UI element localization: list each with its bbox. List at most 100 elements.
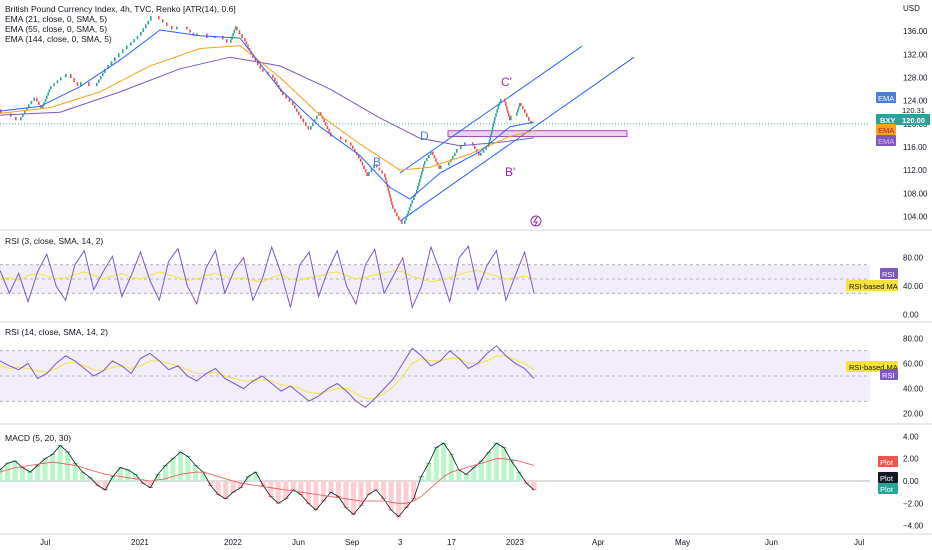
renko-brick [133,39,135,43]
time-axis-tick: Jul [854,538,864,547]
renko-brick [50,86,52,90]
renko-brick [98,79,100,83]
macd-histogram-bar [170,458,176,481]
macd-histogram-bar [5,463,11,481]
renko-brick [435,158,437,162]
rsi3-ma-tag: RSI-based MA [849,282,898,291]
price-axis-tick: 124.00 [903,97,928,106]
renko-brick [482,149,485,153]
renko-brick [65,74,67,78]
macd-histogram-bar [396,481,402,517]
renko-brick [292,101,294,106]
macd-histogram-bar [95,481,101,486]
renko-brick [259,65,262,69]
renko-brick [46,95,48,99]
macd-histogram-bar [343,481,349,508]
legend-ema55[interactable]: EMA (55, close, 0, SMA, 5) [5,24,108,34]
renko-brick [436,162,439,166]
macd-histogram-bar [132,474,138,481]
legend-rsi14[interactable]: RSI (14, close, SMA, 14, 2) [5,327,108,337]
renko-brick [438,165,440,169]
renko-brick [505,102,507,107]
macd-histogram-bar [366,481,372,495]
macd-histogram-bar [523,481,529,484]
renko-brick [419,178,421,183]
renko-brick [421,171,423,176]
legend-main: British Pound Currency Index, 4h, TVC, R… [5,4,236,44]
rsi14-axis-tick: 40.00 [903,385,924,394]
macd-histogram-bar [426,463,432,481]
renko-brick [118,53,120,58]
renko-brick [405,217,407,221]
renko-brick [312,122,314,127]
renko-brick [232,33,234,37]
rsi3-axis-tag: RSI [882,270,895,279]
renko-brick [247,44,249,48]
macd-histogram-bar [178,452,184,481]
renko-brick [384,177,387,181]
renko-brick [478,152,480,156]
macd-histogram-bar [418,476,424,481]
macd-histogram-bar [230,481,236,493]
renko-brick [44,98,47,103]
renko-brick [272,74,274,79]
macd-histogram-bar [162,465,168,481]
macd-histogram-bar [87,477,93,481]
legend-rsi3[interactable]: RSI (3, close, SMA, 14, 2) [5,236,104,246]
legend-ema21[interactable]: EMA (21, close, 0, SMA, 5) [5,14,108,24]
macd-histogram-bar [253,472,259,481]
renko-brick [508,113,510,117]
renko-brick [102,72,104,77]
macd-histogram-bar [508,460,514,481]
annotation-d: D [420,129,429,143]
renko-brick [245,41,248,45]
macd-histogram-bar [80,472,86,481]
macd-histogram-bar [501,447,507,481]
renko-brick [114,57,116,62]
renko-brick [42,105,44,109]
renko-bricks [0,16,532,224]
renko-brick [528,117,530,121]
rsi3-axis-tick: 80.00 [903,254,924,263]
renko-brick [520,102,522,107]
macd-histogram-bar [471,467,477,481]
rsi3-ma-tag-bg [846,280,898,291]
rsi14-ma-line [0,355,535,400]
renko-brick [230,39,232,43]
macd-histogram-bar [358,481,364,506]
renko-brick [100,76,102,80]
renko-brick [320,112,322,116]
legend-macd[interactable]: MACD (5, 20, 30) [5,433,72,443]
renko-brick [248,47,251,52]
renko-brick [189,29,191,33]
renko-brick [517,109,519,113]
renko-brick [396,212,398,217]
legend-ema144[interactable]: EMA (144, close, 0, SMA, 5) [5,34,112,44]
renko-brick [516,112,518,116]
renko-brick [340,136,342,140]
renko-brick [406,213,408,218]
ema144-axis-tag: EMA [878,137,894,146]
ema21-axis-tag: EMA [878,94,894,103]
macd-histogram-bar [313,481,319,510]
renko-brick [387,187,390,191]
renko-brick [53,83,55,87]
renko-brick [452,155,454,160]
ema144-axis-tag-bg [876,135,896,146]
bxy-last-price: 120.00 [902,116,925,125]
renko-brick [96,82,98,87]
renko-brick [76,82,79,87]
renko-brick [145,24,147,29]
macd-histogram-bar [185,456,191,481]
annotation-c-prime: C' [501,75,512,89]
renko-brick [47,92,49,96]
legend-title[interactable]: British Pound Currency Index, 4h, TVC, R… [5,4,236,14]
time-axis-tick: Jun [765,538,778,547]
renko-brick [491,126,494,131]
time-axis-tick: 2023 [506,538,524,547]
ema55-axis-tag: EMA [878,126,894,135]
macd-histogram-bar [531,481,537,490]
macd-histogram-bar [35,465,41,481]
macd-histogram-bar [516,472,522,481]
